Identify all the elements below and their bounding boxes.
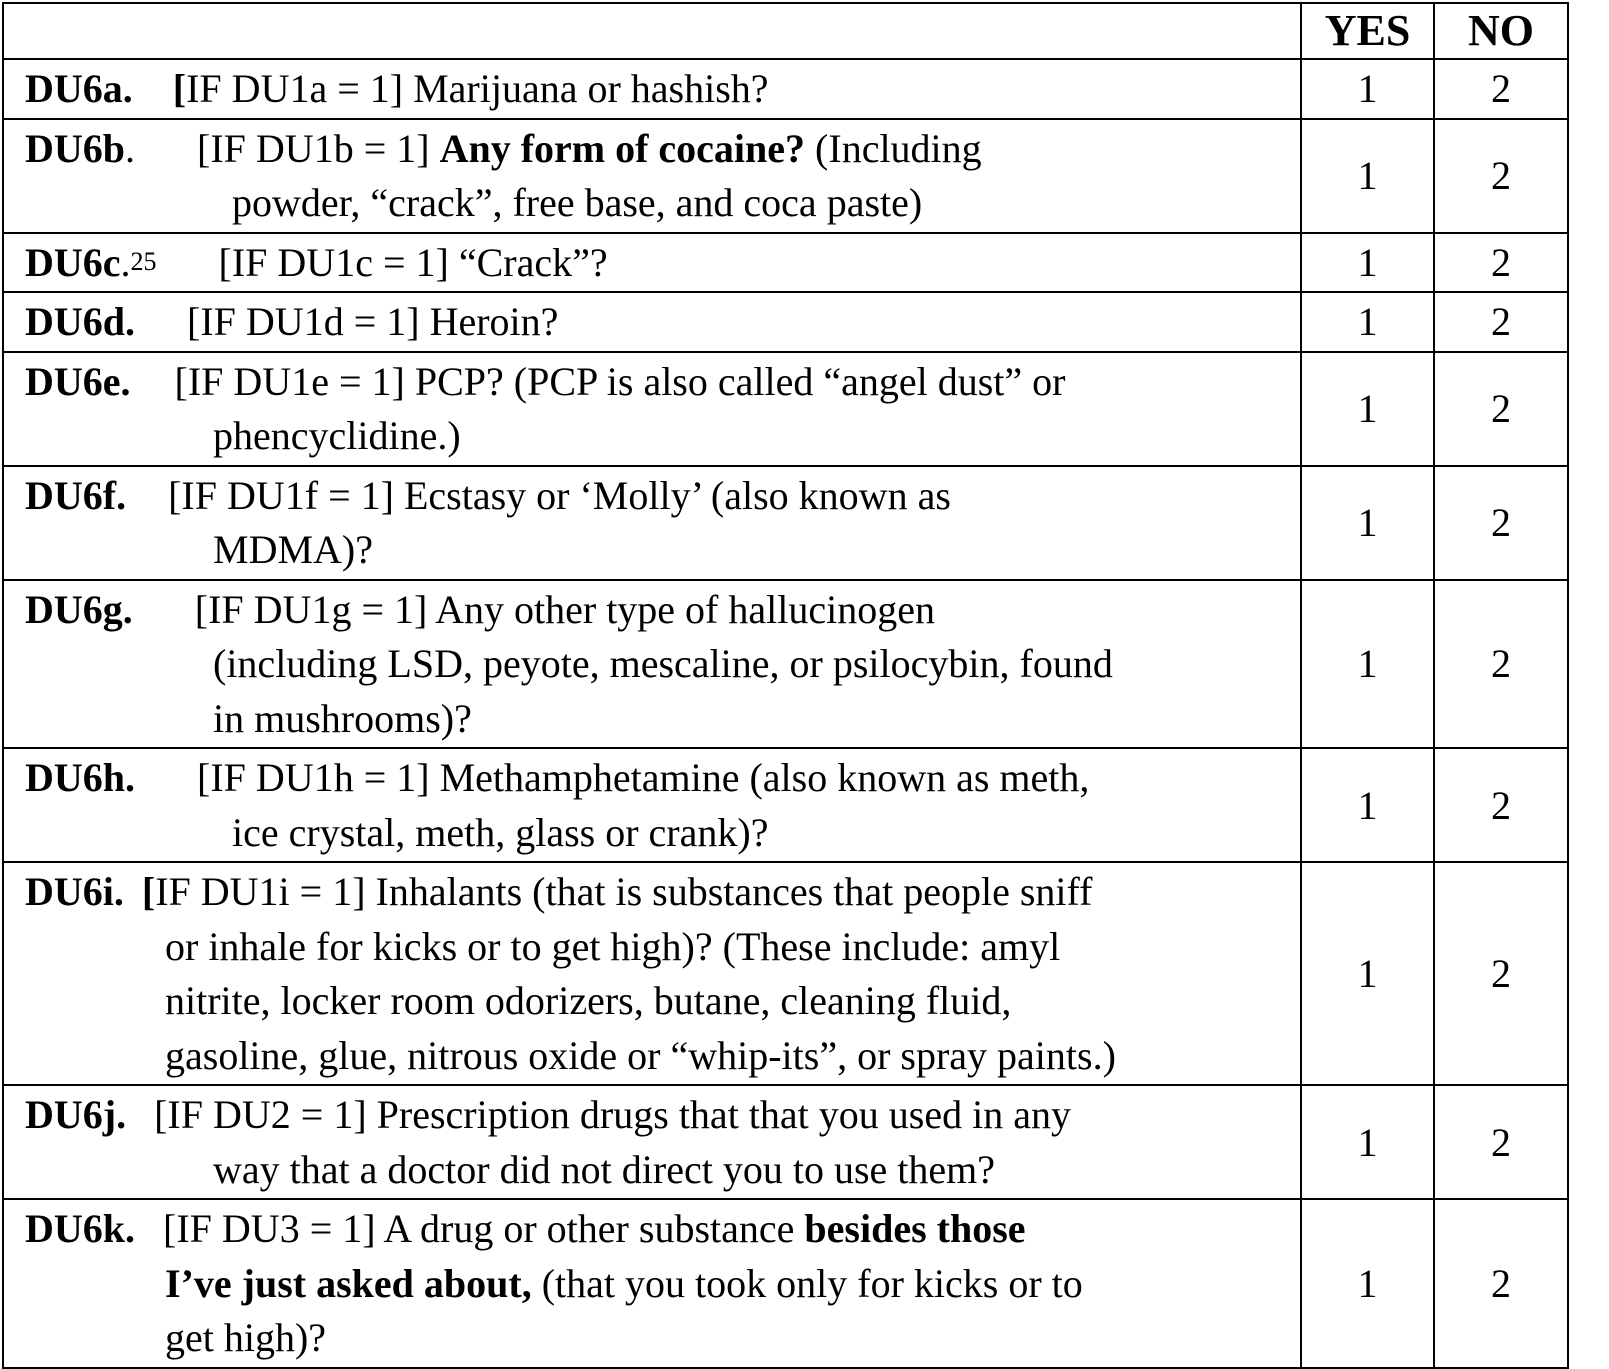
question-text: gasoline, glue, nitrous oxide or “whip-i… (165, 1032, 1116, 1078)
footnote-marker: 25 (130, 246, 157, 276)
table-row: DU6d. [IF DU1d = 1] Heroin? 1 2 (2, 291, 1569, 353)
yes-code: 1 (1300, 291, 1435, 353)
table-row: DU6k. [IF DU3 = 1] A drug or other substa… (2, 1198, 1569, 1369)
table-row: DU6j. [IF DU2 = 1] Prescription drugs tha… (2, 1084, 1569, 1200)
no-code: 2 (1433, 291, 1569, 353)
question-text: [IF DU1c = 1] “Crack”? (218, 239, 608, 285)
yes-code: 1 (1300, 58, 1435, 120)
yes-code: 1 (1300, 117, 1435, 234)
question-id: DU6d. (25, 299, 136, 344)
question-text: or inhale for kicks or to get high)? (Th… (165, 923, 1061, 969)
question-text: IF DU1a = 1] Marijuana or hashish? (186, 66, 769, 111)
no-code: 2 (1433, 861, 1569, 1086)
question-text: [IF DU3 = 1] A drug or other substance (163, 1206, 805, 1251)
question-id: DU6i. (25, 869, 124, 914)
question-text-bold: besides those (804, 1206, 1026, 1251)
no-code: 2 (1433, 58, 1569, 120)
yes-code: 1 (1300, 578, 1435, 749)
header-blank-cell (2, 2, 1302, 60)
question-text: [IF DU1e = 1] PCP? (PCP is also called “… (174, 358, 1066, 404)
question-cell: DU6i. [IF DU1i = 1] Inhalants (that is su… (2, 861, 1302, 1086)
table-row: DU6f. [IF DU1f = 1] Ecstasy or ‘Molly’ (a… (2, 464, 1569, 581)
question-text: (including LSD, peyote, mescaline, or ps… (213, 641, 1113, 686)
header-row: YES NO (2, 2, 1569, 60)
question-cell: DU6b. [IF DU1b = 1] Any form of cocaine? … (2, 117, 1302, 234)
question-cell: DU6h. [IF DU1h = 1] Methamphetamine (also… (2, 747, 1302, 863)
question-text: [IF DU1h = 1] Methamphetamine (also know… (197, 755, 1090, 800)
question-text: [IF DU1f = 1] Ecstasy or ‘Molly’ (also k… (168, 472, 951, 518)
header-yes: YES (1300, 2, 1435, 60)
question-id: DU6e. (25, 358, 131, 404)
question-text-bold: Any form of cocaine? (439, 125, 806, 171)
table-row: DU6a. [IF DU1a = 1] Marijuana or hashish?… (2, 58, 1569, 120)
question-text: way that a doctor did not direct you to … (213, 1146, 996, 1192)
question-text: powder, “crack”, free base, and coca pas… (232, 180, 923, 225)
survey-table: YES NO DU6a. [IF DU1a = 1] Marijuana or h… (2, 2, 1569, 1369)
question-text: [IF DU1g = 1] Any other type of hallucin… (194, 586, 935, 632)
yes-code: 1 (1300, 861, 1435, 1086)
question-id: DU6c (25, 239, 121, 285)
table-row: DU6b. [IF DU1b = 1] Any form of cocaine? … (2, 117, 1569, 234)
question-id: DU6j. (25, 1092, 127, 1137)
question-cell: DU6g. [IF DU1g = 1] Any other type of hal… (2, 578, 1302, 749)
question-text-bold: I’ve just asked about, (165, 1260, 532, 1306)
yes-code: 1 (1300, 350, 1435, 467)
yes-code: 1 (1300, 464, 1435, 581)
yes-code: 1 (1300, 1198, 1435, 1369)
question-id: DU6b (25, 125, 126, 171)
question-id: DU6k. (25, 1206, 136, 1251)
question-text: ice crystal, meth, glass or crank)? (232, 809, 769, 855)
question-cell: DU6c.25 [IF DU1c = 1] “Crack”? (2, 231, 1302, 293)
question-text: phencyclidine.) (213, 413, 461, 458)
question-id: DU6h. (25, 755, 136, 800)
question-id: DU6f. (25, 472, 127, 518)
table-row: DU6i. [IF DU1i = 1] Inhalants (that is su… (2, 861, 1569, 1086)
question-cell: DU6f. [IF DU1f = 1] Ecstasy or ‘Molly’ (a… (2, 464, 1302, 581)
question-text: (Including (805, 125, 982, 171)
question-text: nitrite, locker room odorizers, butane, … (165, 978, 1012, 1023)
question-cell: DU6e. [IF DU1e = 1] PCP? (PCP is also cal… (2, 350, 1302, 467)
no-code: 2 (1433, 747, 1569, 863)
header-no: NO (1433, 2, 1569, 60)
question-text: get high)? (165, 1315, 327, 1360)
table-row: DU6g. [IF DU1g = 1] Any other type of hal… (2, 578, 1569, 749)
question-text: [IF DU1d = 1] Heroin? (187, 299, 559, 344)
question-cell: DU6d. [IF DU1d = 1] Heroin? (2, 291, 1302, 353)
question-cell: DU6j. [IF DU2 = 1] Prescription drugs tha… (2, 1084, 1302, 1200)
no-code: 2 (1433, 117, 1569, 234)
question-cell: DU6k. [IF DU3 = 1] A drug or other substa… (2, 1198, 1302, 1369)
no-code: 2 (1433, 231, 1569, 293)
question-id: DU6a. (25, 66, 133, 111)
no-code: 2 (1433, 464, 1569, 581)
question-cell: DU6a. [IF DU1a = 1] Marijuana or hashish? (2, 58, 1302, 120)
table-row: DU6h. [IF DU1h = 1] Methamphetamine (also… (2, 747, 1569, 863)
question-text: MDMA)? (213, 527, 373, 572)
question-text: (that you took only for kicks or to (531, 1260, 1083, 1306)
question-text: IF DU1i = 1] Inhalants (that is substanc… (155, 869, 1093, 914)
yes-code: 1 (1300, 1084, 1435, 1200)
question-text: [IF DU2 = 1] Prescription drugs that tha… (154, 1092, 1071, 1137)
yes-code: 1 (1300, 231, 1435, 293)
no-code: 2 (1433, 1198, 1569, 1369)
no-code: 2 (1433, 1084, 1569, 1200)
question-text: in mushrooms)? (213, 695, 472, 741)
yes-code: 1 (1300, 747, 1435, 863)
table-row: DU6e. [IF DU1e = 1] PCP? (PCP is also cal… (2, 350, 1569, 467)
no-code: 2 (1433, 350, 1569, 467)
question-text: [IF DU1b = 1] (197, 125, 440, 171)
question-id: DU6g. (25, 586, 133, 632)
no-code: 2 (1433, 578, 1569, 749)
table-row: DU6c.25 [IF DU1c = 1] “Crack”? 1 2 (2, 231, 1569, 293)
